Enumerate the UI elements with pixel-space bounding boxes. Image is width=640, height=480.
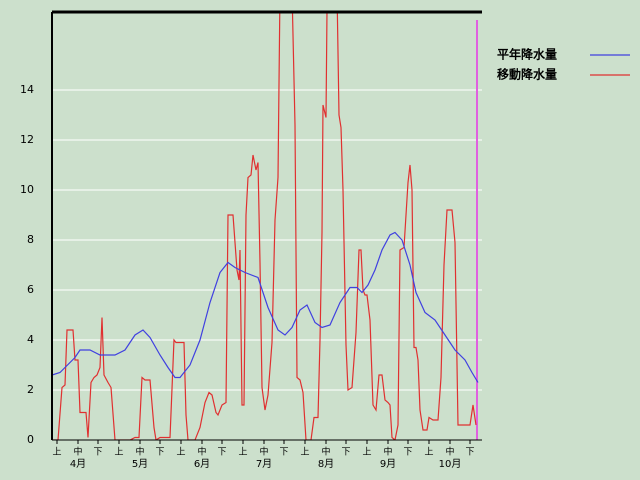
- x-tick-label: 下: [155, 448, 164, 458]
- x-tick-label: 上: [362, 447, 371, 458]
- legend-label: 移動降水量: [497, 67, 557, 82]
- x-tick-label: 下: [93, 448, 102, 458]
- x-tick-label: 下: [341, 448, 350, 458]
- y-tick-label: 14: [20, 83, 34, 96]
- x-tick-label: 上: [114, 447, 123, 458]
- x-tick-label: 下: [403, 448, 412, 458]
- y-tick-label: 4: [27, 333, 34, 346]
- month-label: 8月: [318, 458, 334, 470]
- month-label: 5月: [132, 458, 148, 470]
- x-tick-label: 中: [445, 446, 454, 458]
- x-tick-label: 中: [383, 446, 392, 458]
- x-tick-label: 上: [300, 447, 309, 458]
- y-tick-label: 8: [27, 233, 34, 246]
- x-tick-label: 中: [73, 446, 82, 458]
- x-tick-label: 上: [52, 447, 61, 458]
- y-tick-label: 12: [20, 133, 34, 146]
- y-tick-label: 10: [20, 183, 34, 196]
- x-tick-label: 下: [217, 448, 226, 458]
- x-tick-label: 中: [135, 446, 144, 458]
- x-tick-label: 下: [465, 448, 474, 458]
- y-tick-label: 6: [27, 283, 34, 296]
- month-label: 10月: [439, 458, 462, 470]
- x-tick-label: 上: [424, 447, 433, 458]
- x-tick-label: 下: [279, 448, 288, 458]
- month-label: 6月: [194, 458, 210, 470]
- legend-label: 平年降水量: [497, 47, 557, 62]
- y-tick-label: 2: [27, 383, 34, 396]
- y-tick-label: 0: [27, 433, 34, 446]
- x-tick-label: 中: [197, 446, 206, 458]
- x-tick-label: 中: [259, 446, 268, 458]
- series-line: [52, 231, 479, 383]
- x-tick-label: 上: [176, 447, 185, 458]
- month-label: 4月: [70, 458, 86, 470]
- month-label: 9月: [380, 458, 396, 470]
- x-tick-label: 中: [321, 446, 330, 458]
- month-label: 7月: [256, 458, 272, 470]
- x-tick-label: 上: [238, 447, 247, 458]
